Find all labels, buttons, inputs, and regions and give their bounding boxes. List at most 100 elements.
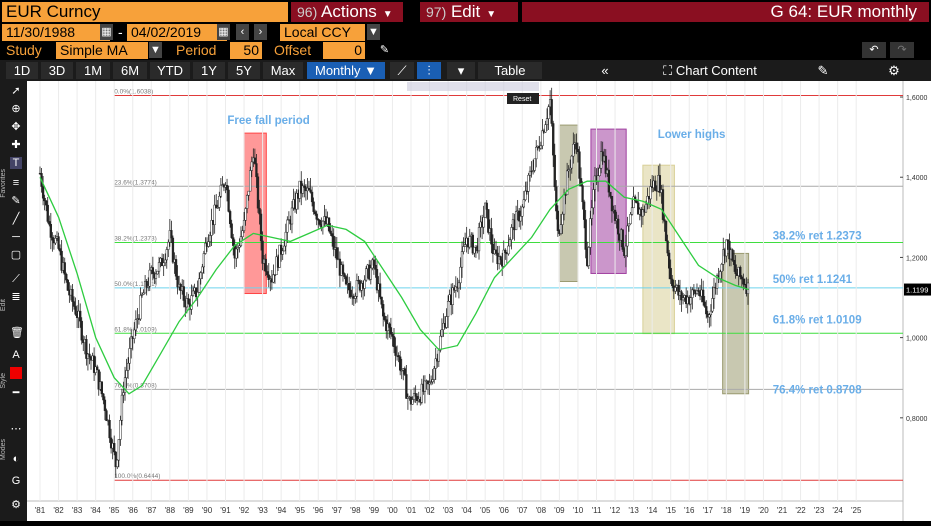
price-candle bbox=[649, 186, 652, 200]
price-candle bbox=[278, 244, 281, 268]
hline-icon[interactable]: ─ bbox=[12, 231, 20, 243]
cursor-icon[interactable]: ➚ bbox=[11, 85, 21, 97]
price-candle bbox=[244, 208, 247, 221]
title-bar: EUR Curncy 96) Actions ▼ 97) Edit ▼ G 64: … bbox=[0, 0, 931, 23]
offset-input[interactable]: 0 bbox=[323, 42, 365, 59]
gear-icon[interactable]: ⚙ bbox=[888, 63, 900, 78]
reset-label: Reset bbox=[513, 96, 531, 103]
caret-down-icon[interactable]: ▼ bbox=[367, 24, 380, 40]
bar-chart-icon[interactable]: ⫶ bbox=[417, 62, 441, 79]
study-select[interactable]: Simple MA bbox=[56, 42, 148, 59]
undo-icon[interactable]: ↶ bbox=[862, 42, 886, 58]
frequency-select[interactable]: Monthly ▼ bbox=[307, 62, 385, 79]
price-candle bbox=[545, 118, 549, 125]
period-ytd[interactable]: YTD bbox=[150, 62, 190, 79]
caret-down-icon[interactable]: ▾ bbox=[447, 62, 475, 79]
price-candle bbox=[102, 393, 105, 401]
price-candle bbox=[227, 189, 230, 212]
collapse-icon[interactable]: « bbox=[601, 63, 609, 78]
price-candle bbox=[154, 273, 158, 279]
redo-icon[interactable]: ↷ bbox=[890, 42, 914, 58]
mode-g-icon[interactable]: G bbox=[11, 475, 21, 487]
x-tick-37: '18 bbox=[721, 506, 732, 515]
price-candle bbox=[307, 187, 311, 191]
dash-icon[interactable]: ⋯ bbox=[10, 423, 22, 435]
annotate-icon[interactable]: ≡ bbox=[12, 177, 20, 189]
price-candle bbox=[258, 207, 261, 215]
price-candle bbox=[283, 245, 286, 252]
price-candle bbox=[743, 283, 747, 286]
price-candle bbox=[460, 251, 464, 268]
price-candle bbox=[711, 298, 714, 312]
mode-icon[interactable]: ◐ bbox=[12, 453, 20, 465]
period-1d[interactable]: 1D bbox=[6, 62, 38, 79]
calendar-icon[interactable]: ▦ bbox=[100, 24, 113, 40]
edit-chart-icon[interactable]: ✎ bbox=[817, 63, 829, 78]
line-style-icon[interactable]: ━ bbox=[12, 387, 20, 399]
line-icon[interactable]: ╱ bbox=[12, 213, 20, 225]
zoom-icon[interactable]: ⊕ bbox=[11, 103, 21, 115]
price-candle bbox=[641, 209, 645, 217]
price-candle bbox=[60, 250, 63, 271]
text-icon[interactable]: T bbox=[10, 157, 22, 169]
edit-menu[interactable]: 97) Edit ▼ bbox=[420, 2, 518, 22]
ticker-field[interactable]: EUR Curncy bbox=[2, 2, 288, 22]
price-candle bbox=[564, 194, 567, 196]
prev-arrow-icon[interactable]: ‹ bbox=[236, 24, 249, 40]
price-candle bbox=[521, 206, 524, 217]
caret-down-icon[interactable]: ▼ bbox=[149, 42, 162, 58]
pencil-icon[interactable]: ✎ bbox=[379, 44, 390, 56]
price-candle bbox=[490, 228, 493, 245]
price-candle bbox=[100, 381, 103, 395]
price-candle bbox=[281, 250, 284, 255]
price-candle bbox=[215, 204, 218, 209]
price-candle bbox=[170, 230, 173, 239]
x-tick-22: '03 bbox=[443, 506, 454, 515]
table-button[interactable]: Table bbox=[478, 62, 542, 79]
period-5y[interactable]: 5Y bbox=[228, 62, 260, 79]
price-candle bbox=[556, 210, 560, 231]
currency-select[interactable]: Local CCY bbox=[280, 24, 365, 41]
price-candle bbox=[388, 323, 391, 328]
price-candle bbox=[712, 287, 716, 299]
price-chart[interactable]: 0.0%(1.6038) 23.6%(1.3774) 38.2%(1.2373) 50… bbox=[27, 81, 931, 521]
price-candle bbox=[389, 327, 393, 335]
pan-icon[interactable]: ✥ bbox=[11, 121, 21, 133]
period-1y[interactable]: 1Y bbox=[193, 62, 225, 79]
annotation-764: 76.4% ret 0.8708 bbox=[773, 384, 862, 396]
trend-icon[interactable]: ⟋ bbox=[12, 273, 20, 285]
plot-background bbox=[27, 81, 931, 521]
actions-menu[interactable]: 96) Actions ▼ bbox=[291, 2, 403, 22]
price-candle bbox=[485, 202, 488, 210]
end-date-field[interactable]: 04/02/2019 bbox=[127, 24, 227, 41]
settings-icon[interactable]: ⚙ bbox=[11, 499, 21, 511]
period-input[interactable]: 50 bbox=[230, 42, 262, 59]
fib-icon[interactable]: ≣ bbox=[11, 291, 21, 303]
price-candle bbox=[671, 278, 674, 287]
chart-area[interactable]: 0.0%(1.6038) 23.6%(1.3774) 38.2%(1.2373) 50… bbox=[27, 81, 931, 521]
price-candle bbox=[128, 348, 131, 364]
period-3d[interactable]: 3D bbox=[41, 62, 73, 79]
next-arrow-icon[interactable]: › bbox=[254, 24, 267, 40]
chart-content-button[interactable]: ⛶ Chart Content bbox=[646, 62, 774, 79]
crosshair-icon[interactable]: ✚ bbox=[11, 139, 21, 151]
shape-icon[interactable]: ▢ bbox=[10, 249, 22, 261]
line-chart-icon[interactable]: ⟋ bbox=[390, 62, 414, 79]
price-candle bbox=[369, 267, 372, 280]
price-candle bbox=[344, 276, 348, 285]
price-candle bbox=[440, 329, 444, 337]
period-max[interactable]: Max bbox=[263, 62, 303, 79]
start-date-field[interactable]: 11/30/1988 bbox=[2, 24, 110, 41]
price-candle bbox=[579, 178, 583, 186]
font-icon[interactable]: A bbox=[12, 349, 20, 361]
calendar-icon[interactable]: ▦ bbox=[217, 24, 230, 40]
price-candle bbox=[315, 213, 318, 220]
color-swatch-icon[interactable] bbox=[10, 367, 22, 379]
delete-icon[interactable]: 🗑 bbox=[10, 327, 24, 339]
price-candle bbox=[247, 190, 250, 196]
frequency-label: Monthly bbox=[314, 63, 361, 78]
period-1m[interactable]: 1M bbox=[76, 62, 110, 79]
pen-icon[interactable]: ✎ bbox=[11, 195, 21, 207]
period-6m[interactable]: 6M bbox=[113, 62, 147, 79]
price-candle bbox=[41, 186, 45, 199]
